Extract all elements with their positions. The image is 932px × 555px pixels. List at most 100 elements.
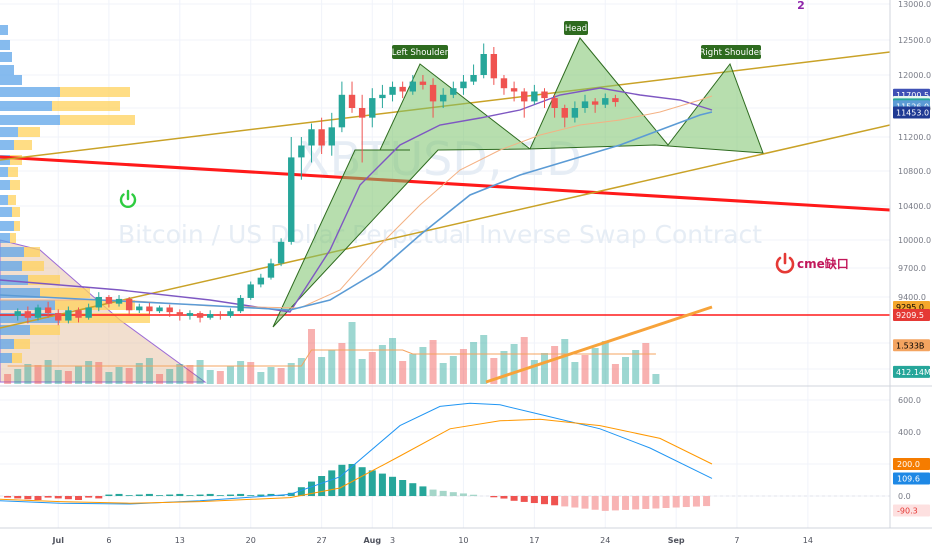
candles: [14, 43, 619, 326]
candle-body-34: [358, 108, 366, 118]
time-tick-label: 24: [600, 536, 610, 545]
price-tick-label: 11200.0: [898, 133, 931, 142]
candle-body-3: [44, 307, 52, 314]
volume-bar-0: [4, 374, 12, 384]
macd-hist-25: [257, 494, 265, 496]
macd-hist-11: [115, 493, 123, 496]
price-badge-label: 11453.0: [896, 109, 929, 118]
left-shoulder-label: Left Shoulder: [392, 45, 449, 59]
macd-hist-17: [176, 493, 184, 496]
head-label-bg: [564, 21, 588, 35]
volume-bar-39: [399, 361, 407, 384]
profile-blue-9: [0, 140, 14, 150]
volume-bar-12: [125, 368, 133, 384]
volume-bar-62: [632, 350, 640, 384]
volume-bar-44: [449, 356, 457, 384]
profile-blue-23: [0, 325, 30, 335]
macd-hist-13: [135, 494, 143, 496]
volume-bar-60: [611, 364, 619, 384]
volume-bar-5: [54, 370, 62, 384]
macd-hist-22: [226, 494, 234, 496]
profile-blue-24: [0, 339, 14, 349]
macd-hist-16: [166, 494, 174, 496]
macd-hist-15: [156, 495, 164, 496]
profile-blue-14: [0, 207, 12, 217]
volume-bar-9: [95, 362, 103, 384]
profile-blue-15: [0, 221, 14, 231]
volume-bar-15: [156, 374, 164, 384]
macd-hist-42: [429, 489, 437, 496]
macd-hist-69: [703, 496, 711, 507]
price-tick-label: 13000.0: [898, 0, 931, 9]
macd-badge-label: -90.3: [897, 506, 918, 515]
volume-bar-21: [216, 371, 224, 384]
macd-hist-10: [105, 494, 113, 496]
macd-hist-20: [206, 493, 214, 496]
volume-bar-28: [287, 363, 295, 384]
volume-bar-4: [44, 360, 52, 384]
candle-body-11: [125, 298, 133, 311]
profile-yellow-12: [10, 180, 20, 190]
candle-body-8: [95, 297, 102, 308]
price-badge-bg: [893, 365, 930, 378]
cme-gap-label: cme缺口: [797, 256, 849, 271]
volume-bars: [4, 322, 660, 384]
macd-hist-55: [561, 496, 569, 507]
price-tick-label: 10800.0: [898, 167, 931, 176]
volume-bar-10: [105, 372, 113, 384]
head-label: Head: [564, 21, 588, 35]
volume-bar-30: [308, 329, 315, 384]
macd-hist-35: [358, 467, 366, 496]
volume-bar-43: [439, 363, 447, 384]
candle-body-25: [267, 263, 275, 278]
volume-bar-7: [75, 366, 83, 384]
volume-bar-1: [14, 369, 22, 384]
volume-bar-47: [480, 335, 488, 384]
time-tick-label: Aug: [363, 536, 381, 545]
volume-bar-54: [551, 346, 559, 384]
macd-hist-51: [520, 496, 528, 502]
price-tick-label: 12000.0: [898, 71, 931, 80]
candle-body-20: [217, 314, 224, 316]
candle-body-19: [207, 314, 214, 318]
profile-blue-20: [0, 288, 40, 298]
candle-body-5: [65, 310, 72, 321]
volume-bar-63: [642, 343, 650, 384]
macd-hist-60: [611, 496, 619, 511]
candle-body-43: [450, 88, 457, 95]
volume-bar-38: [389, 338, 397, 384]
candle-body-33: [348, 94, 356, 108]
candle-body-18: [196, 313, 204, 318]
price-tick-label: 12500.0: [898, 36, 931, 45]
macd-hist-36: [368, 470, 376, 496]
volume-bar-11: [115, 367, 123, 384]
green-power-arc: [119, 193, 137, 209]
price-badge-bg: [893, 339, 930, 352]
candle-body-15: [166, 307, 173, 313]
red-power-arc: [775, 256, 795, 274]
volume-bar-29: [297, 358, 305, 384]
candle-body-40: [419, 81, 427, 85]
volume-bar-48: [490, 358, 498, 384]
lower-channel-line: [0, 124, 891, 329]
volume-bar-31: [318, 357, 326, 384]
macd-hist-2: [24, 496, 32, 500]
candle-body-4: [55, 313, 62, 321]
price-badge-label: 1.533B: [896, 341, 924, 350]
profile-blue-0: [0, 25, 8, 35]
volume-bar-34: [348, 322, 356, 384]
price-tick-label: 9400.0: [898, 293, 926, 302]
volume-bar-23: [237, 361, 245, 384]
candle-body-6: [75, 310, 82, 318]
candle-body-54: [561, 108, 568, 118]
macd-hist-48: [490, 496, 498, 498]
time-tick-label: 14: [803, 536, 813, 545]
candle-body-45: [470, 75, 477, 82]
macd-hist-63: [642, 496, 650, 509]
macd-line: [0, 402, 713, 505]
pattern-labels: Left Shoulder Head Right Shoulder: [392, 21, 763, 59]
macd-hist-19: [196, 494, 204, 496]
macd-hist-64: [652, 496, 660, 509]
candle-body-26: [277, 241, 285, 264]
